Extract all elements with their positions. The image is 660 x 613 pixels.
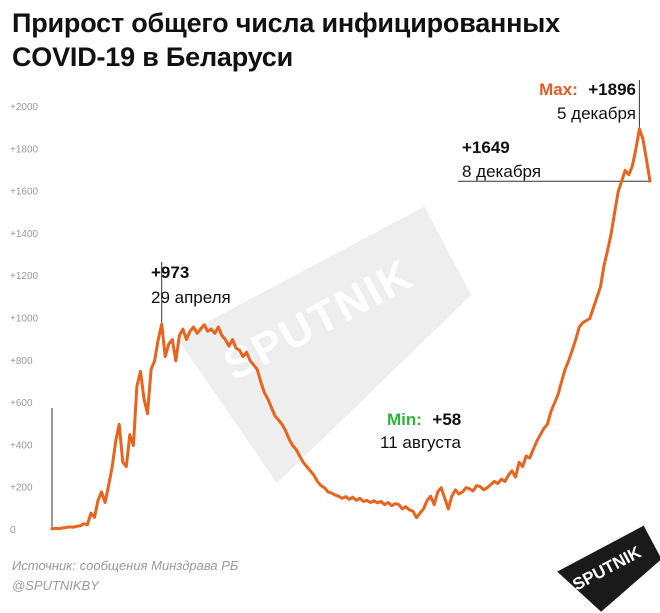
y-tick-label: +1600 xyxy=(10,187,39,198)
annotation-labels: +973 29 апреля Min: +58 11 августа Max: … xyxy=(151,80,636,452)
max-value: +1896 xyxy=(588,80,636,99)
source-note: Источник: сообщения Минздрава РБ xyxy=(12,558,239,573)
social-handle: @SPUTNIKBY xyxy=(12,578,99,593)
min-date: 11 августа xyxy=(380,433,461,452)
min-value: +58 xyxy=(432,410,461,429)
y-tick-label: +800 xyxy=(10,356,33,367)
watermark-shape xyxy=(177,206,472,484)
max-date: 5 декабря xyxy=(557,104,636,123)
min-prefix: Min: xyxy=(387,410,422,429)
max-label: Max: +1896 xyxy=(539,80,636,99)
last-value: +1649 xyxy=(462,138,510,157)
y-tick-label: +1200 xyxy=(10,271,39,282)
y-tick-label: +1400 xyxy=(10,229,39,240)
logo-shape xyxy=(557,525,660,612)
y-tick-label: +400 xyxy=(10,440,33,451)
min-label: Min: +58 xyxy=(387,410,461,429)
y-tick-label: +600 xyxy=(10,398,33,409)
y-tick-label: +2000 xyxy=(10,102,39,113)
annotation-lines xyxy=(51,80,650,529)
series-line xyxy=(50,127,652,531)
y-tick-label: +1800 xyxy=(10,144,39,155)
max-prefix: Max: xyxy=(539,80,578,99)
spring-peak-value: +973 xyxy=(151,263,189,282)
y-tick-label: +1000 xyxy=(10,314,39,325)
chart-title: Прирост общего числа инфицированных COVI… xyxy=(12,8,560,72)
y-axis: 0 +200 +400 +600 +800 +1000 +1200 +1400 +1600 +18… xyxy=(10,102,39,536)
sputnik-logo: SPUTNIK xyxy=(557,525,660,612)
y-tick-label: 0 xyxy=(10,525,16,536)
y-tick-label: +200 xyxy=(10,483,33,494)
last-date: 8 декабря xyxy=(462,162,541,181)
spring-peak-date: 29 апреля xyxy=(151,288,231,307)
sputnik-watermark: SPUTNIK xyxy=(177,206,472,484)
